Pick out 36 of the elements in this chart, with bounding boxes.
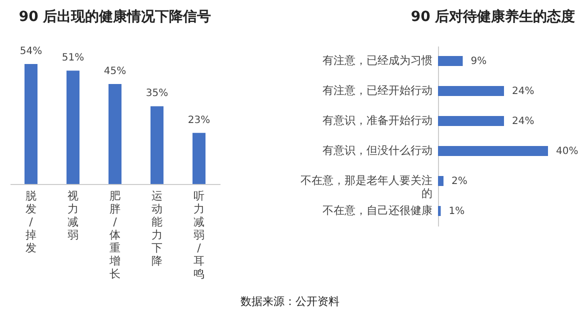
data-label: 51% — [62, 52, 84, 64]
data-label: 45% — [104, 66, 126, 77]
x-tick-label: 视力减弱 — [68, 190, 78, 242]
bar — [438, 146, 548, 156]
bar — [438, 86, 504, 96]
x-tick-label: 听力减弱/耳鸣 — [194, 190, 204, 280]
y-tick-label: 不在意，那是老年人要关注的 — [300, 174, 432, 200]
x-tick-label: 肥胖/体重增长 — [108, 190, 120, 280]
y-tick-label: 有注意，已经开始行动 — [322, 84, 432, 97]
data-label: 1% — [448, 206, 465, 217]
source-note: 数据来源：公开资料 — [240, 294, 340, 309]
bar — [66, 70, 80, 184]
bar — [438, 206, 441, 216]
bar — [150, 106, 164, 184]
bar — [438, 116, 504, 126]
data-label: 9% — [470, 56, 487, 67]
data-label: 40% — [556, 146, 578, 157]
x-tick-label: 脱发/掉发 — [26, 190, 36, 254]
data-label: 24% — [512, 86, 534, 97]
chart-title: 90 后对待健康养生的态度 — [410, 8, 576, 25]
bar — [438, 56, 463, 66]
chart-title: 90 后出现的健康情况下降信号 — [18, 8, 212, 25]
y-tick-label: 有意识，准备开始行动 — [322, 114, 432, 127]
bar — [24, 64, 38, 184]
bar — [108, 84, 122, 184]
y-tick-label: 不在意，自己还很健康 — [322, 204, 432, 217]
bar — [192, 132, 206, 184]
x-tick-label: 运动能力下降 — [152, 190, 162, 268]
data-label: 54% — [20, 46, 42, 57]
data-label: 35% — [146, 88, 168, 100]
data-label: 24% — [512, 116, 534, 127]
data-label: 23% — [188, 114, 210, 126]
y-tick-label: 有注意，已经成为习惯 — [322, 54, 432, 67]
y-tick-label: 有意识，但没什么行动 — [322, 144, 432, 157]
bar — [438, 176, 444, 186]
data-label: 2% — [452, 176, 468, 187]
